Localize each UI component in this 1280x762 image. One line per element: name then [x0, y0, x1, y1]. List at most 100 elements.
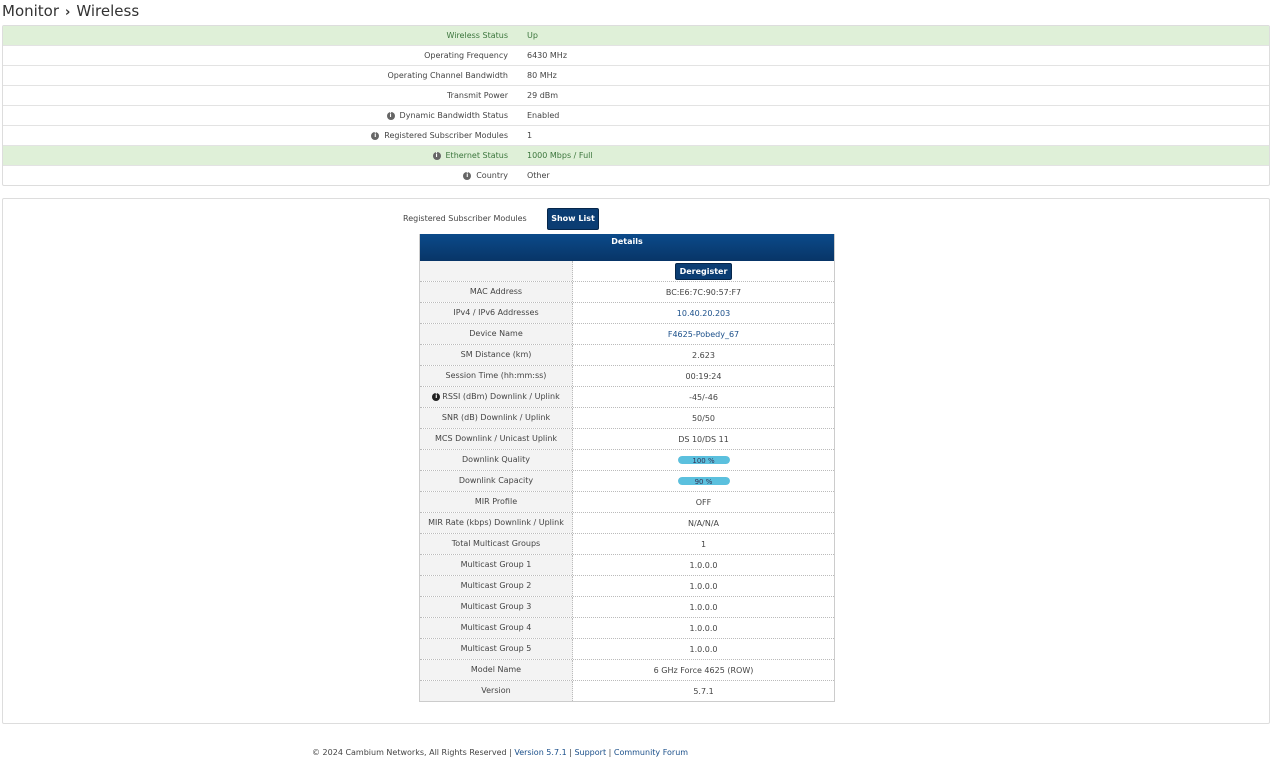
- detail-label: Multicast Group 5: [420, 639, 573, 659]
- registered-sm-label: Registered Subscriber Modules: [403, 214, 527, 223]
- detail-value: 1.0.0.0: [689, 623, 718, 633]
- detail-label-text: Session Time (hh:mm:ss): [445, 371, 547, 380]
- details-row: i RSSI (dBm) Downlink / Uplink -45/-46: [420, 387, 834, 408]
- detail-label: MAC Address: [420, 282, 573, 302]
- status-row: Operating Channel Bandwidth 80 MHz: [3, 66, 1269, 86]
- status-row: i Dynamic Bandwidth Status Enabled: [3, 106, 1269, 126]
- status-row: i Country Other: [3, 166, 1269, 185]
- details-row: MAC Address BC:E6:7C:90:57:F7: [420, 282, 834, 303]
- detail-label-text: Downlink Capacity: [458, 476, 534, 485]
- detail-value: N/A/N/A: [688, 518, 719, 528]
- detail-label-text: MAC Address: [469, 287, 523, 296]
- separator: |: [606, 748, 614, 757]
- deregister-button[interactable]: Deregister: [674, 262, 733, 280]
- detail-value: 00:19:24: [685, 371, 722, 381]
- subscriber-modules-panel: Registered Subscriber Modules Show List …: [2, 198, 1270, 724]
- detail-label: Downlink Capacity: [420, 471, 573, 491]
- detail-label-text: MIR Rate (kbps) Downlink / Uplink: [428, 518, 564, 527]
- separator: |: [506, 748, 515, 757]
- status-value: 1000 Mbps / Full: [527, 151, 593, 160]
- status-label: Operating Channel Bandwidth: [3, 71, 527, 80]
- detail-value: 5.7.1: [693, 686, 714, 696]
- detail-label-text: Version: [481, 686, 511, 695]
- detail-value: -45/-46: [689, 392, 718, 402]
- detail-label-text: RSSI (dBm) Downlink / Uplink: [442, 392, 560, 401]
- bar-text: 90 %: [694, 478, 713, 485]
- status-value: Up: [527, 31, 538, 40]
- detail-label-text: Multicast Group 1: [460, 560, 532, 569]
- details-row: Multicast Group 1 1.0.0.0: [420, 555, 834, 576]
- details-row: SM Distance (km) 2.623: [420, 345, 834, 366]
- info-icon[interactable]: i: [371, 131, 380, 140]
- detail-label: MIR Rate (kbps) Downlink / Uplink: [420, 513, 573, 533]
- detail-label: IPv4 / IPv6 Addresses: [420, 303, 573, 323]
- details-row: Downlink Quality 100 %: [420, 450, 834, 471]
- status-row: Operating Frequency 6430 MHz: [3, 46, 1269, 66]
- status-label: Operating Frequency: [3, 51, 527, 60]
- status-value: 1: [527, 131, 533, 140]
- status-label: i Dynamic Bandwidth Status: [3, 111, 527, 120]
- status-row: i Registered Subscriber Modules 1: [3, 126, 1269, 146]
- status-label-text: Wireless Status: [446, 31, 508, 40]
- status-label: i Ethernet Status: [3, 151, 527, 160]
- detail-label-text: Device Name: [469, 329, 523, 338]
- detail-label: MIR Profile: [420, 492, 573, 512]
- status-row: i Ethernet Status 1000 Mbps / Full: [3, 146, 1269, 166]
- community-forum-link[interactable]: Community Forum: [613, 748, 689, 757]
- bar-text: 100 %: [692, 457, 715, 464]
- info-icon[interactable]: i: [432, 392, 441, 401]
- status-label-text: Country: [476, 171, 508, 180]
- detail-label: Model Name: [420, 660, 573, 680]
- detail-label: Version: [420, 681, 573, 701]
- info-icon[interactable]: i: [463, 171, 472, 180]
- status-value: 29 dBm: [527, 91, 559, 100]
- detail-value: 1.0.0.0: [689, 644, 718, 654]
- detail-value: 50/50: [691, 413, 716, 423]
- progress-bar: 100 %: [677, 456, 730, 464]
- details-row: Model Name 6 GHz Force 4625 (ROW): [420, 660, 834, 681]
- breadcrumb: Monitor › Wireless: [2, 2, 139, 20]
- details-header: Details: [420, 234, 834, 261]
- details-row: Total Multicast Groups 1: [420, 534, 834, 555]
- status-label: Transmit Power: [3, 91, 527, 100]
- detail-label-text: Downlink Quality: [462, 455, 530, 464]
- version-link[interactable]: Version 5.7.1: [514, 748, 567, 757]
- detail-value: 6 GHz Force 4625 (ROW): [653, 665, 754, 675]
- status-label-text: Operating Channel Bandwidth: [387, 71, 508, 80]
- status-label-text: Transmit Power: [446, 91, 508, 100]
- detail-value: DS 10/DS 11: [678, 434, 729, 444]
- progress-bar: 90 %: [677, 477, 730, 485]
- detail-label-text: Model Name: [470, 665, 522, 674]
- info-icon[interactable]: i: [386, 111, 395, 120]
- detail-label-text: SM Distance (km): [460, 350, 532, 359]
- detail-label: MCS Downlink / Unicast Uplink: [420, 429, 573, 449]
- breadcrumb-parent[interactable]: Monitor: [2, 2, 60, 20]
- support-link[interactable]: Support: [574, 748, 607, 757]
- detail-value: 1.0.0.0: [689, 602, 718, 612]
- detail-value: 2.623: [692, 350, 715, 360]
- status-label-text: Operating Frequency: [424, 51, 508, 60]
- detail-value: 1.0.0.0: [689, 581, 718, 591]
- details-row: IPv4 / IPv6 Addresses 10.40.20.203: [420, 303, 834, 324]
- status-row: Transmit Power 29 dBm: [3, 86, 1269, 106]
- detail-label: Downlink Quality: [420, 450, 573, 470]
- value-link[interactable]: 10.40.20.203: [676, 308, 731, 318]
- detail-value: OFF: [695, 497, 712, 507]
- info-icon[interactable]: i: [432, 151, 441, 160]
- wireless-status-panel: Wireless Status Up Operating Frequency 6430…: [2, 25, 1270, 186]
- details-row: MIR Profile OFF: [420, 492, 834, 513]
- detail-label: SNR (dB) Downlink / Uplink: [420, 408, 573, 428]
- details-table: Details Deregister MAC Address BC:E6:7C:9…: [419, 234, 835, 702]
- detail-label: Multicast Group 3: [420, 597, 573, 617]
- detail-label-text: Multicast Group 2: [460, 581, 532, 590]
- details-row: Session Time (hh:mm:ss) 00:19:24: [420, 366, 834, 387]
- show-list-button[interactable]: Show List: [547, 208, 599, 230]
- detail-label: Total Multicast Groups: [420, 534, 573, 554]
- status-value: 80 MHz: [527, 71, 557, 80]
- value-link[interactable]: F4625-Pobedy_67: [667, 329, 740, 339]
- detail-label-text: Multicast Group 5: [460, 644, 532, 653]
- details-row: MIR Rate (kbps) Downlink / Uplink N/A/N/A: [420, 513, 834, 534]
- detail-value: BC:E6:7C:90:57:F7: [665, 287, 742, 297]
- details-row: Multicast Group 3 1.0.0.0: [420, 597, 834, 618]
- detail-label: Multicast Group 1: [420, 555, 573, 575]
